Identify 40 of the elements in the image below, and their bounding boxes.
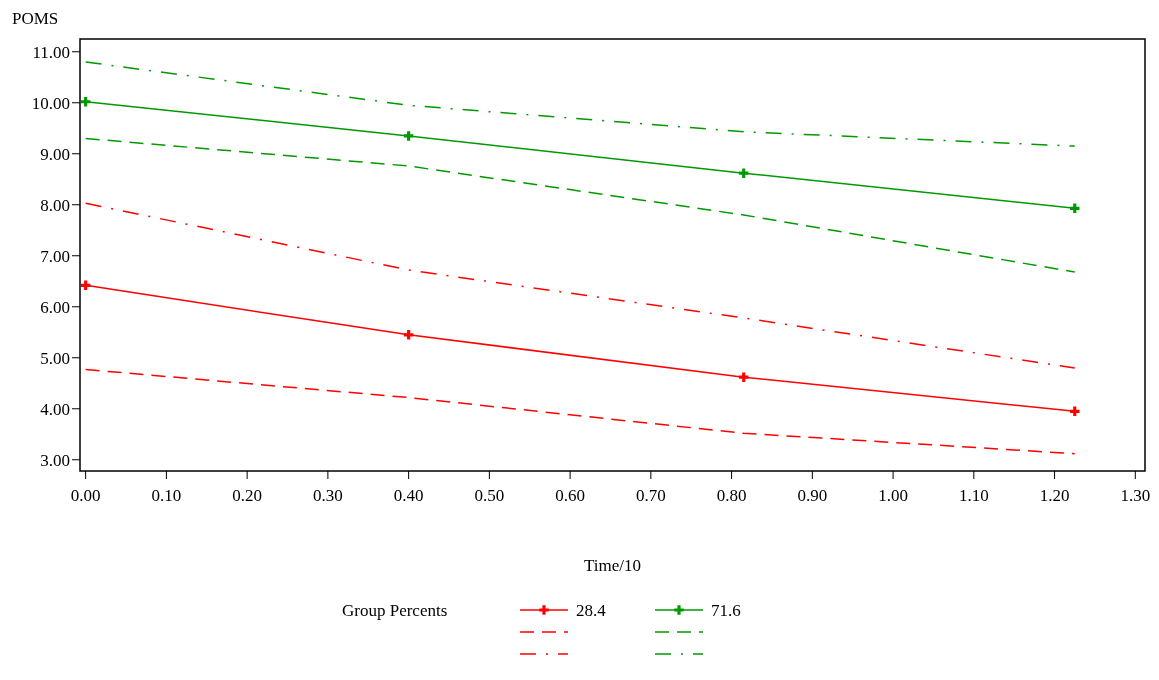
x-tick-label: 0.00: [70, 486, 101, 505]
line-series: [84, 61, 1076, 147]
point: [403, 131, 414, 141]
y-tick-label: 5.00: [40, 348, 70, 368]
point: [1070, 203, 1080, 214]
legend-label: 28.4: [576, 601, 607, 620]
x-axis-title: Time/10: [583, 556, 642, 575]
x-tick-label: 0.10: [151, 486, 182, 505]
x-tick-label: 0.70: [635, 486, 666, 505]
point: [1070, 406, 1080, 417]
y-tick-label: 7.00: [40, 246, 70, 266]
y-tick-label: 10.00: [31, 93, 70, 113]
x-tick-label: 1.30: [1120, 486, 1151, 505]
point: [738, 372, 749, 382]
x-tick-label: 0.60: [555, 486, 585, 505]
point: [80, 280, 91, 291]
y-tick-label: 4.00: [40, 399, 70, 419]
x-tick-label: 0.50: [474, 486, 505, 505]
point: [738, 168, 749, 178]
x-tick-label: 0.20: [232, 486, 263, 505]
line-series: [84, 137, 1076, 273]
x-tick-label: 1.00: [878, 486, 908, 505]
y-tick-label: 11.00: [32, 42, 70, 62]
y-tick-label: 6.00: [40, 297, 70, 317]
x-tick-label: 0.90: [797, 486, 828, 505]
x-tick-label: 1.10: [958, 486, 989, 505]
x-tick-label: 0.40: [393, 486, 424, 505]
line-series: [84, 368, 1076, 455]
x-tick-label: 1.20: [1039, 486, 1070, 505]
point: [80, 96, 91, 107]
y-tick-label: 9.00: [40, 144, 70, 164]
legend-label: 71.6: [711, 601, 741, 620]
x-tick-label: 0.80: [716, 486, 747, 505]
y-tick-label: 3.00: [40, 450, 70, 470]
legend-title: Group Percents: [342, 601, 448, 620]
y-axis-title: POMS: [12, 9, 59, 28]
line-series: [84, 202, 1076, 369]
x-tick-label: 0.30: [313, 486, 343, 505]
y-tick-label: 8.00: [40, 195, 70, 215]
point: [403, 330, 414, 340]
